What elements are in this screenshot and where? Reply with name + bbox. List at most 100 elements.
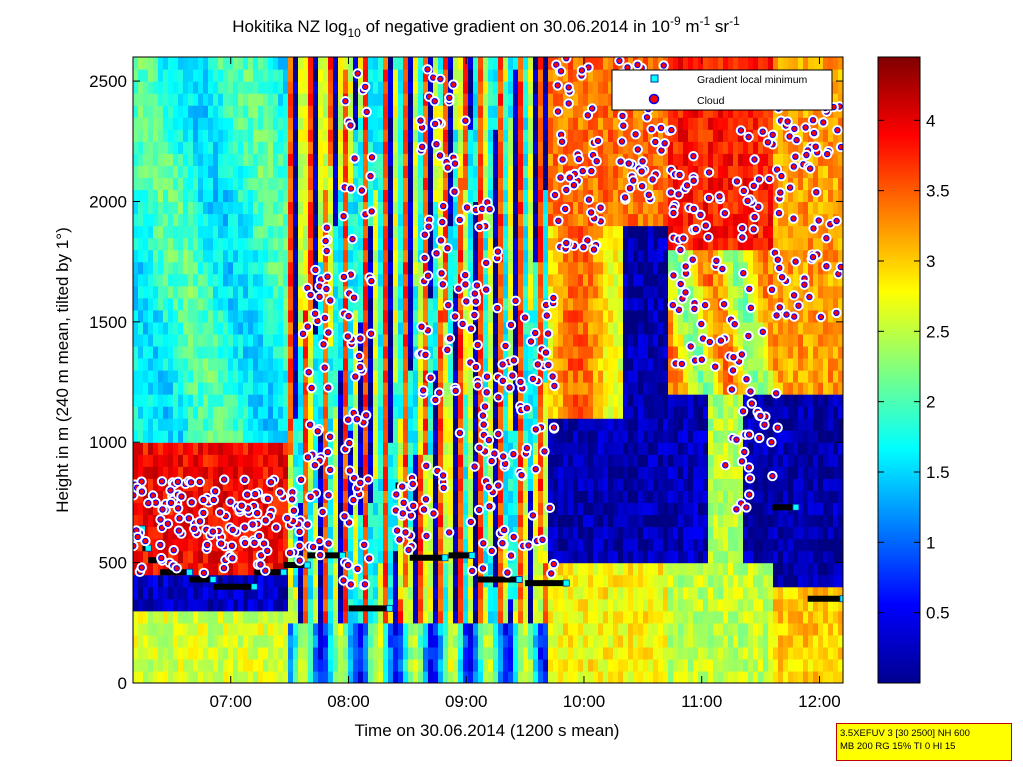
heatmap-cell: [553, 357, 559, 371]
heatmap-cell: [398, 105, 404, 118]
heatmap-cell: [178, 550, 184, 564]
heatmap-cell: [503, 622, 509, 636]
heatmap-cell: [233, 213, 239, 227]
heatmap-cell: [448, 237, 454, 251]
heatmap-cell: [373, 646, 379, 660]
heatmap-cell: [163, 57, 169, 70]
heatmap-cell: [393, 382, 399, 395]
heatmap-cell: [373, 249, 379, 263]
heatmap-cell: [388, 550, 394, 564]
heatmap-cell: [373, 333, 379, 347]
heatmap-cell: [308, 646, 314, 660]
heatmap-cell: [183, 189, 189, 203]
heatmap-cell: [323, 297, 329, 311]
heatmap-cell: [428, 225, 434, 239]
heatmap-cell: [578, 538, 584, 552]
heatmap-cell: [603, 646, 609, 660]
heatmap-cell: [528, 261, 534, 275]
heatmap-cell: [253, 261, 259, 275]
heatmap-cell: [343, 225, 349, 239]
heatmap-cell: [333, 273, 339, 287]
heatmap-cell: [578, 418, 584, 431]
heatmap-cell: [338, 394, 344, 407]
heatmap-cell: [243, 526, 249, 540]
heatmap-cell: [188, 466, 194, 479]
heatmap-cell: [308, 610, 314, 624]
heatmap-cell: [368, 261, 374, 275]
heatmap-cell: [513, 333, 519, 347]
heatmap-cell: [243, 562, 249, 576]
heatmap-cell: [373, 69, 379, 82]
heatmap-cell: [488, 586, 494, 600]
heatmap-cell: [598, 598, 604, 612]
heatmap-cell: [538, 177, 544, 191]
heatmap-cell: [603, 454, 609, 467]
heatmap-cell: [193, 333, 199, 347]
heatmap-cell: [158, 141, 164, 154]
heatmap-cell: [353, 177, 359, 191]
heatmap-cell: [193, 490, 199, 504]
heatmap-cell: [313, 345, 319, 359]
heatmap-cell: [173, 261, 179, 275]
heatmap-cell: [423, 418, 429, 431]
heatmap-cell: [453, 225, 459, 239]
heatmap-cell: [428, 165, 434, 178]
heatmap-cell: [268, 610, 274, 624]
heatmap-cell: [183, 69, 189, 82]
heatmap-cell: [353, 237, 359, 251]
heatmap-cell: [523, 634, 529, 648]
heatmap-cell: [203, 117, 209, 130]
heatmap-cell: [293, 466, 299, 479]
heatmap-cell: [258, 357, 264, 371]
heatmap-cell: [343, 526, 349, 540]
heatmap-cell: [263, 442, 269, 455]
heatmap-cell: [308, 357, 314, 371]
heatmap-cell: [463, 466, 469, 479]
heatmap-cell: [168, 225, 174, 239]
heatmap-cell: [328, 237, 334, 251]
heatmap-cell: [138, 382, 144, 395]
heatmap-cell: [138, 213, 144, 227]
heatmap-cell: [573, 261, 579, 275]
heatmap-cell: [168, 213, 174, 227]
heatmap-cell: [193, 237, 199, 251]
heatmap-cell: [268, 562, 274, 576]
heatmap-cell: [328, 189, 334, 203]
heatmap-cell: [303, 598, 309, 612]
heatmap-cell: [373, 177, 379, 191]
heatmap-cell: [238, 321, 244, 335]
heatmap-cell: [243, 370, 249, 383]
heatmap-cell: [158, 454, 164, 467]
heatmap-cell: [273, 370, 279, 383]
heatmap-cell: [588, 370, 594, 383]
heatmap-cell: [413, 357, 419, 371]
heatmap-cell: [208, 598, 214, 612]
heatmap-cell: [423, 81, 429, 94]
heatmap-cell: [598, 634, 604, 648]
heatmap-cell: [553, 622, 559, 636]
heatmap-cell: [213, 478, 219, 491]
heatmap-cell: [258, 153, 264, 166]
heatmap-cell: [373, 93, 379, 106]
heatmap-cell: [338, 57, 344, 70]
heatmap-cell: [503, 550, 509, 564]
heatmap-cell: [158, 646, 164, 660]
heatmap-cell: [353, 622, 359, 636]
heatmap-cell: [358, 442, 364, 455]
heatmap-cell: [293, 634, 299, 648]
heatmap-cell: [528, 117, 534, 130]
heatmap-cell: [258, 93, 264, 106]
heatmap-cell: [378, 574, 384, 588]
heatmap-cell: [603, 550, 609, 564]
heatmap-cell: [293, 141, 299, 154]
heatmap-cell: [318, 586, 324, 600]
heatmap-cell: [403, 598, 409, 612]
heatmap-cell: [608, 309, 614, 323]
heatmap-cell: [528, 201, 534, 215]
heatmap-cell: [318, 177, 324, 191]
heatmap-cell: [488, 273, 494, 287]
heatmap-cell: [573, 622, 579, 636]
heatmap-cell: [403, 454, 409, 467]
heatmap-cell: [578, 382, 584, 395]
heatmap-cell: [133, 273, 139, 287]
